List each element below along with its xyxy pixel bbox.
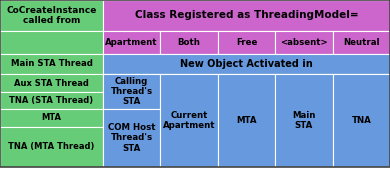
Bar [103, 74, 160, 109]
Bar [0, 54, 103, 74]
Bar [0, 31, 103, 54]
Bar [103, 92, 160, 109]
Bar [160, 92, 218, 109]
Text: COM Host
Thread's
STA: COM Host Thread's STA [108, 123, 156, 153]
Bar [0, 74, 103, 92]
Bar [333, 31, 390, 54]
Bar [0, 127, 103, 167]
Bar [333, 74, 390, 92]
Bar [275, 92, 333, 109]
Bar [333, 109, 390, 127]
Text: CoCreateInstance
called from: CoCreateInstance called from [6, 6, 97, 25]
Bar [218, 31, 275, 54]
Bar [0, 109, 103, 127]
Text: TNA: TNA [351, 116, 371, 125]
Text: Both: Both [178, 38, 200, 47]
Bar [333, 92, 390, 109]
Bar [275, 31, 333, 54]
Bar [160, 109, 218, 127]
Bar [103, 74, 160, 92]
Bar [333, 127, 390, 167]
Bar [103, 109, 160, 127]
Bar [218, 92, 275, 109]
Text: Neutral: Neutral [343, 38, 379, 47]
Bar [160, 31, 218, 54]
Text: TNA (STA Thread): TNA (STA Thread) [9, 96, 94, 105]
Bar [218, 74, 275, 92]
Bar [103, 109, 160, 167]
Text: <absent>: <absent> [280, 38, 328, 47]
Text: New Object Activated in: New Object Activated in [180, 59, 313, 69]
Text: Calling
Thread's
STA: Calling Thread's STA [111, 77, 153, 106]
Bar [160, 74, 218, 92]
Text: Apartment: Apartment [105, 38, 158, 47]
Text: MTA: MTA [236, 116, 257, 125]
Bar [160, 127, 218, 167]
Bar [275, 109, 333, 127]
Text: Free: Free [236, 38, 257, 47]
Bar [275, 74, 333, 167]
Text: Main
STA: Main STA [292, 111, 316, 130]
Bar [333, 74, 390, 167]
Bar [218, 109, 275, 127]
Bar [160, 74, 218, 167]
Text: MTA: MTA [41, 114, 62, 123]
Bar [103, 54, 390, 74]
Bar [275, 74, 333, 92]
Bar [103, 31, 160, 54]
Bar [218, 127, 275, 167]
Bar [103, 127, 160, 167]
Bar [275, 127, 333, 167]
Text: Main STA Thread: Main STA Thread [11, 59, 92, 68]
Text: Class Registered as ThreadingModel=: Class Registered as ThreadingModel= [135, 10, 358, 20]
Text: Current
Apartment: Current Apartment [163, 111, 215, 130]
Bar [218, 74, 275, 167]
Bar [0, 0, 103, 31]
Text: TNA (MTA Thread): TNA (MTA Thread) [8, 142, 95, 151]
Bar [103, 0, 390, 31]
Bar [0, 92, 103, 109]
Text: Aux STA Thread: Aux STA Thread [14, 78, 89, 88]
